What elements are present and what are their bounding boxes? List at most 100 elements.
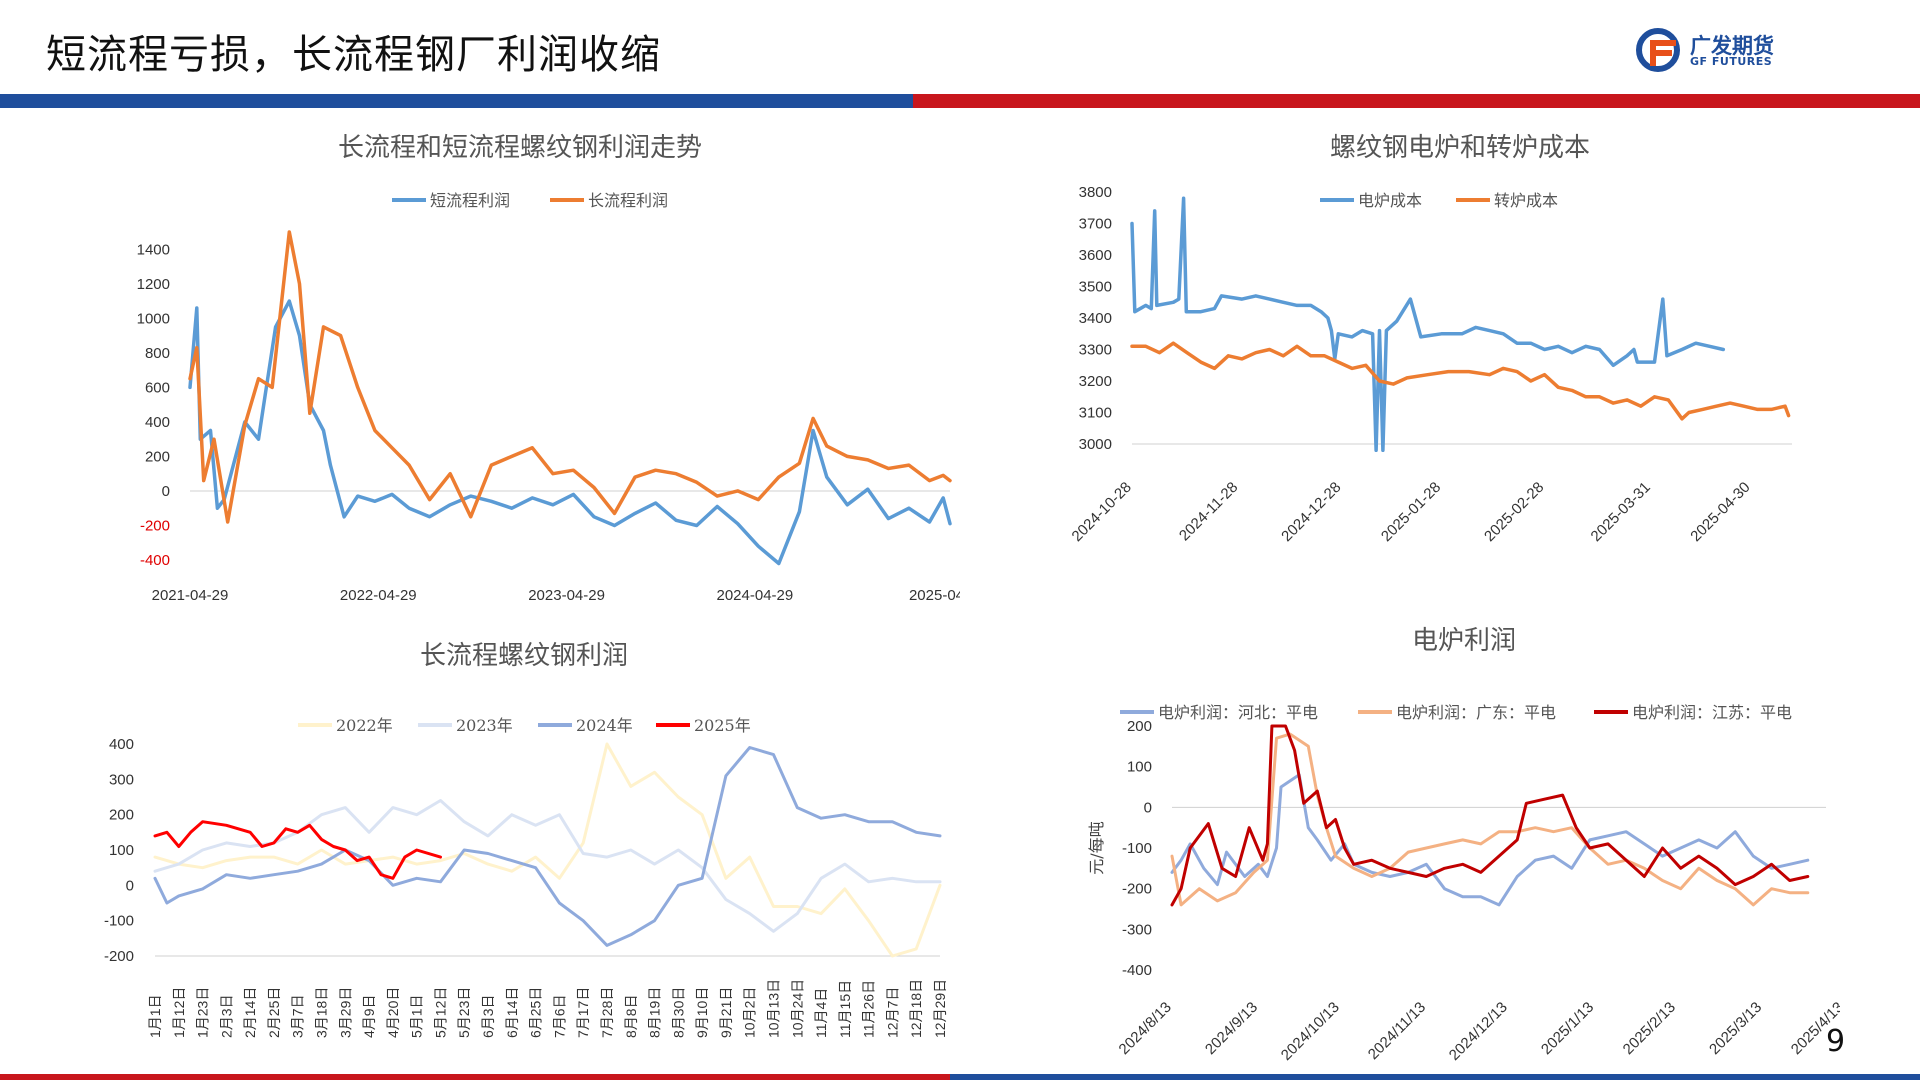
x-tick-label: 2024/9/13	[1202, 999, 1261, 1058]
y-tick-label: 1000	[137, 310, 170, 327]
series-line-0	[1170, 773, 1810, 907]
legend-label: 2023年	[456, 716, 513, 735]
chart-legend: 2022年 2023年 2024年 2025年	[298, 716, 751, 735]
y-tick-label: -400	[1122, 962, 1152, 979]
y-tick-label: 0	[1144, 799, 1152, 816]
x-tick-label: 8月8日	[623, 994, 639, 1038]
y-tick-label: 3000	[1079, 436, 1112, 453]
logo-text: 广发期货	[1690, 34, 1774, 58]
chart-legend: 电炉成本 转炉成本	[1320, 191, 1558, 210]
x-tick-label: 12月29日	[932, 979, 948, 1038]
series-line-0	[153, 742, 942, 958]
y-tick-label: 200	[145, 448, 170, 465]
series-line-1	[1170, 732, 1810, 907]
header-divider	[0, 94, 1920, 108]
legend-label: 转炉成本	[1494, 191, 1558, 210]
x-tick-label: 2025/2/13	[1620, 999, 1679, 1058]
chart-title: 电炉利润	[1412, 626, 1516, 656]
y-tick-label: 3300	[1079, 342, 1112, 359]
x-tick-label: 8月19日	[647, 987, 663, 1038]
x-tick-label: 2月14日	[242, 987, 258, 1038]
y-axis-label: 元/每吨	[1087, 821, 1106, 874]
chart-profit-trend: 长流程和短流程螺纹钢利润走势 短流程利润 长流程利润 -400 -200 0 200 40…	[0, 120, 960, 610]
y-tick-label: 3200	[1079, 373, 1112, 390]
gf-futures-logo: 广发期货 GF FUTURES	[1636, 28, 1796, 74]
y-tick-label: 400	[145, 414, 170, 431]
x-tick-label: 2月25日	[266, 987, 282, 1038]
x-tick-label: 8月30日	[670, 987, 686, 1038]
x-tick-label: 7月6日	[551, 994, 567, 1038]
x-tick-label: 12月7日	[884, 987, 900, 1038]
x-tick-label: 5月23日	[456, 987, 472, 1038]
series-line-1	[1130, 341, 1791, 421]
x-tick-label: 2024-11-28	[1176, 479, 1241, 544]
x-tick-label: 2025-03-31	[1588, 479, 1654, 545]
x-tick-label: 4月9日	[361, 994, 377, 1038]
x-tick-label: 2024-10-28	[1069, 479, 1135, 545]
x-tick-label: 9月21日	[718, 987, 734, 1038]
x-tick-label: 2025-02-28	[1481, 479, 1547, 545]
x-tick-label: 10月24日	[789, 979, 805, 1038]
x-tick-label: 2025/3/13	[1706, 999, 1765, 1058]
x-tick-label: 7月17日	[575, 987, 591, 1038]
chart-long-process-profit: 长流程螺纹钢利润 2022年 2023年 2024年 2025年 -200 -100 0 1…	[0, 630, 960, 1050]
chart-title: 长流程螺纹钢利润	[420, 641, 628, 671]
x-tick-label: 6月3日	[480, 994, 496, 1038]
gf-logo-icon	[1636, 28, 1680, 72]
y-tick-label: 100	[109, 842, 134, 859]
x-tick-label: 7月28日	[599, 987, 615, 1038]
x-tick-label: 6月14日	[504, 987, 520, 1038]
x-tick-label: 12月18日	[908, 979, 924, 1038]
legend-label: 电炉利润：江苏：平电	[1632, 703, 1792, 722]
legend-label: 短流程利润	[430, 191, 510, 210]
legend-label: 电炉利润：广东：平电	[1396, 703, 1556, 722]
y-tick-label: 3500	[1079, 279, 1112, 296]
x-tick-label: 2023-04-29	[528, 587, 605, 604]
series-line-3	[153, 820, 442, 880]
y-tick-label: 600	[145, 379, 170, 396]
x-tick-label: 2024/12/13	[1446, 999, 1511, 1064]
x-tick-label: 4月20日	[385, 987, 401, 1038]
y-tick-label: 800	[145, 345, 170, 362]
legend-label: 长流程利润	[588, 191, 668, 210]
x-tick-label: 2月3日	[218, 994, 234, 1038]
x-tick-label: 2024/10/13	[1278, 999, 1343, 1064]
y-tick-label: 200	[1127, 718, 1152, 735]
x-tick-label: 2021-04-29	[152, 587, 229, 604]
logo-subtext: GF FUTURES	[1690, 55, 1773, 68]
y-tick-label: -300	[1122, 921, 1152, 938]
series-line-1	[153, 799, 942, 933]
chart-furnace-cost-svg: 螺纹钢电炉和转炉成本 电炉成本 转炉成本 3000 3100 3200 3300 3400…	[1069, 133, 1792, 545]
legend-label: 2024年	[576, 716, 633, 735]
x-tick-label: 1月1日	[147, 994, 163, 1038]
legend-label: 2025年	[694, 716, 751, 735]
page-number: 9	[1826, 1024, 1846, 1059]
y-tick-label: -200	[1122, 881, 1152, 898]
y-tick-label: 3400	[1079, 310, 1112, 327]
y-tick-label: 0	[126, 877, 134, 894]
x-tick-label: 3月29日	[337, 987, 353, 1038]
x-tick-label: 2025-01-28	[1378, 479, 1444, 545]
x-tick-label: 11月15日	[837, 980, 853, 1038]
x-tick-label: 1月12日	[171, 987, 187, 1038]
x-tick-label: 5月12日	[432, 987, 448, 1038]
y-tick-label: -200	[104, 948, 134, 965]
chart-title: 长流程和短流程螺纹钢利润走势	[338, 133, 702, 163]
y-tick-label: 3600	[1079, 247, 1112, 264]
x-tick-label: 2024/11/13	[1365, 999, 1429, 1063]
chart-legend: 短流程利润 长流程利润	[392, 191, 668, 210]
series-line-2	[153, 746, 942, 947]
x-tick-label: 2022-04-29	[340, 587, 417, 604]
chart-eaf-profit: 电炉利润 电炉利润：河北：平电 电炉利润：广东：平电 电炉利润：江苏：平电 -400…	[1080, 616, 1840, 1066]
x-tick-label: 6月25日	[528, 987, 544, 1038]
chart-eaf-profit-svg: 电炉利润 电炉利润：河北：平电 电炉利润：广东：平电 电炉利润：江苏：平电 -400…	[1087, 626, 1840, 1064]
x-tick-label: 3月18日	[314, 987, 330, 1038]
x-tick-label: 2024-12-28	[1278, 479, 1344, 545]
y-tick-label: -100	[104, 913, 134, 930]
legend-label: 电炉利润：河北：平电	[1158, 703, 1318, 722]
x-tick-label: 10月13日	[765, 979, 781, 1038]
x-tick-label: 11月4日	[813, 988, 829, 1038]
x-tick-label: 9月10日	[694, 987, 710, 1038]
chart-furnace-cost: 螺纹钢电炉和转炉成本 电炉成本 转炉成本 3000 3100 3200 3300 3400…	[1040, 120, 1840, 560]
footer-divider	[0, 1074, 1920, 1080]
